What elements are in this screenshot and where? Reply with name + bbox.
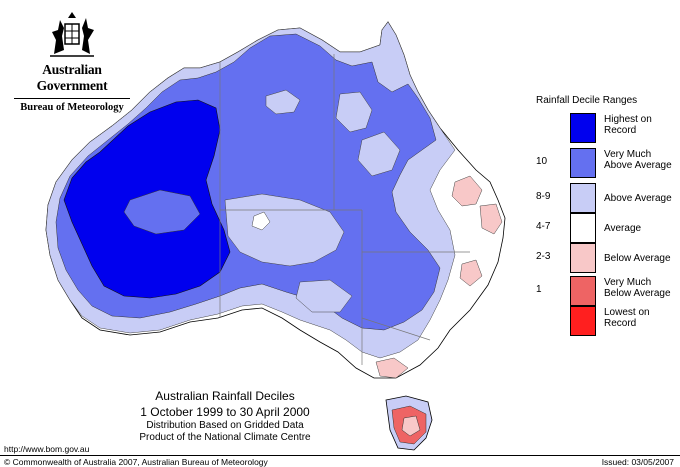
legend-swatch <box>570 213 596 243</box>
legend-range: 2-3 <box>536 251 551 262</box>
legend-range: 4-7 <box>536 221 551 232</box>
legend-label-line: Record <box>604 318 637 329</box>
legend-label-line: Highest on <box>604 114 652 125</box>
legend-label-line: Above Average <box>604 160 672 171</box>
legend-label-line: Average <box>604 223 642 234</box>
legend-item: Highest on Record <box>536 113 679 143</box>
decile-below-average-vic <box>375 357 409 379</box>
header: Australian Government Bureau of Meteorol… <box>8 10 136 113</box>
legend-swatch <box>570 306 596 336</box>
legend-item: 1 Very Much Below Average <box>536 276 679 306</box>
patch-sa-light <box>295 279 353 313</box>
patch-north-light <box>265 89 301 115</box>
legend-item: 10 Very Much Above Average <box>536 148 679 178</box>
legend-label: Below Average <box>604 253 679 264</box>
legend-label: Lowest on Record <box>604 307 679 329</box>
legend-label: Highest on Record <box>604 114 679 136</box>
coat-of-arms-icon <box>50 12 94 57</box>
header-divider <box>14 98 130 99</box>
legend-item: 8-9 Above Average <box>536 183 679 213</box>
legend-title: Rainfall Decile Ranges <box>536 95 638 106</box>
legend-item: 2-3 Below Average <box>536 243 679 273</box>
legend-label-line: Above Average <box>604 193 672 204</box>
legend-label-line: Below Average <box>604 288 671 299</box>
decile-below-average-se <box>459 259 483 287</box>
tasmania-below-average <box>401 415 421 437</box>
legend-range: 1 <box>536 284 542 295</box>
legend-swatch <box>570 276 596 306</box>
legend-label-line: Record <box>604 125 637 136</box>
copyright: © Commonwealth of Australia 2007, Austra… <box>4 457 268 467</box>
legend-item: Lowest on Record <box>536 306 679 336</box>
government-name: Australian Government <box>36 62 108 93</box>
state-borders <box>219 54 470 365</box>
legend-label-line: Very Much <box>604 277 652 288</box>
footer-divider <box>0 455 680 456</box>
legend-item: 4-7 Average <box>536 213 679 243</box>
decile-below-average-nsw <box>451 175 483 207</box>
patch-nt-light <box>335 91 373 133</box>
decile-below-average-coast <box>479 203 503 235</box>
patch-qld-light <box>357 131 401 177</box>
caption-title: Australian Rainfall Deciles <box>155 389 295 403</box>
legend-label: Very Much Above Average <box>604 149 679 171</box>
issued-date: Issued: 03/05/2007 <box>601 457 674 467</box>
website-link[interactable]: http://www.bom.gov.au <box>4 444 90 454</box>
legend-label-line: Below Average <box>604 253 671 264</box>
patch-wa-medium <box>123 189 201 235</box>
bureau-name: Bureau of Meteorology <box>20 102 124 113</box>
patch-central-average <box>251 211 271 231</box>
legend-swatch <box>570 183 596 213</box>
legend-label-line: Very Much <box>604 149 652 160</box>
caption-dates: 1 October 1999 to 30 April 2000 <box>140 405 310 419</box>
caption-product: Product of the National Climate Centre <box>139 432 311 443</box>
legend-swatch <box>570 113 596 143</box>
legend-swatch <box>570 243 596 273</box>
legend-swatch <box>570 148 596 178</box>
legend-label: Very Much Below Average <box>604 277 679 299</box>
caption-distribution: Distribution Based on Gridded Data <box>146 420 304 431</box>
legend-label: Above Average <box>604 193 679 204</box>
legend-label-line: Lowest on <box>604 307 650 318</box>
legend-range: 8-9 <box>536 191 551 202</box>
patch-central-light <box>224 193 345 267</box>
legend-range: 10 <box>536 156 548 167</box>
map-caption: Australian Rainfall Deciles 1 October 19… <box>100 388 350 444</box>
legend-label: Average <box>604 223 679 234</box>
